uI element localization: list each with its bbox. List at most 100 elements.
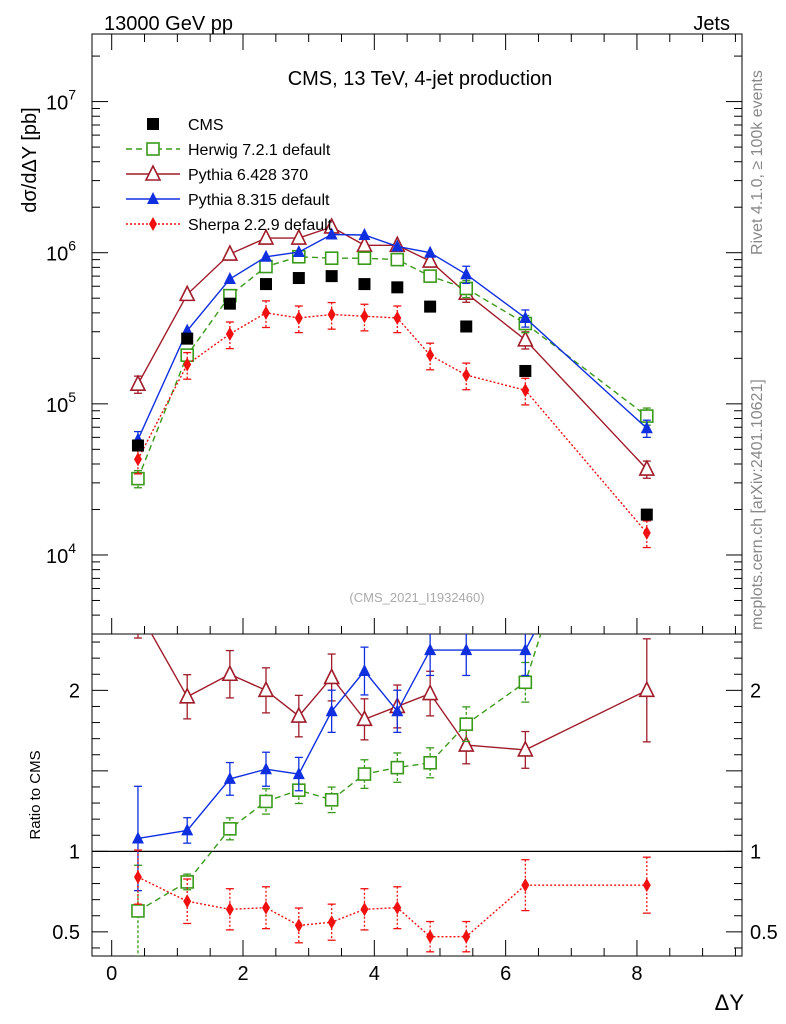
ratio-point-sherpa — [393, 900, 402, 915]
category-label: Jets — [693, 13, 730, 35]
ratio-y-tick-label-left: 2 — [69, 680, 80, 702]
data-point-pythia6 — [257, 228, 275, 245]
ratio-point-pythia8 — [325, 704, 338, 717]
data-point-sherpa — [521, 383, 530, 398]
ratio-point-sherpa — [225, 902, 234, 917]
ratio-point-pythia8 — [391, 704, 404, 717]
analysis-tag: (CMS_2021_I1932460) — [349, 590, 484, 605]
ratio-series-group — [131, 298, 656, 956]
data-point-cms — [292, 272, 305, 285]
data-point-sherpa — [642, 525, 651, 540]
ratio-point-pythia6 — [356, 709, 373, 727]
ratio-point-pythia6 — [457, 735, 475, 752]
data-point-cms — [424, 300, 437, 313]
ratio-point-herwig — [357, 767, 372, 781]
data-point-pythia8 — [460, 267, 473, 280]
legend-marker-sherpa — [149, 217, 157, 231]
legend-label-sherpa: Sherpa 2.2.9 default — [188, 217, 333, 234]
legend-label-cms: CMS — [188, 117, 224, 134]
data-point-sherpa — [294, 310, 303, 325]
ratio-panel: 0.5 0.5 1 1 2 2 0 2 4 6 8 Ratio to CMS ΔY — [27, 298, 778, 1015]
data-point-cms — [223, 297, 236, 310]
ratio-point-herwig — [223, 822, 237, 836]
ratio-point-herwig — [131, 904, 145, 918]
ratio-point-pythia6 — [638, 680, 656, 698]
ratio-point-herwig — [324, 793, 339, 807]
data-point-sherpa — [261, 305, 270, 320]
data-point-pythia8 — [325, 227, 338, 240]
ratio-series-pythia8 — [131, 634, 535, 892]
ratio-point-sherpa — [261, 900, 270, 915]
data-point-pythia8 — [292, 245, 305, 258]
data-point-cms — [391, 281, 404, 294]
x-tick-label: 8 — [631, 963, 642, 985]
data-point-pythia6 — [290, 228, 308, 245]
ratio-point-sherpa — [360, 902, 369, 917]
data-point-pythia8 — [223, 271, 236, 284]
ratio-point-pythia8 — [424, 643, 437, 656]
data-point-pythia8 — [640, 421, 653, 434]
ratio-y-label: Ratio to CMS — [27, 750, 44, 839]
ratio-point-pythia6 — [131, 602, 145, 616]
ratio-point-herwig — [423, 755, 437, 770]
ratio-point-sherpa — [642, 878, 651, 893]
data-point-sherpa — [327, 307, 336, 322]
data-point-pythia6 — [421, 251, 439, 268]
data-point-pythia6 — [638, 459, 656, 476]
ratio-point-pythia6 — [517, 740, 534, 757]
x-tick-label: 6 — [500, 963, 511, 985]
ratio-point-pythia8 — [358, 664, 371, 677]
data-point-herwig — [423, 269, 437, 283]
series-pythia8 — [131, 227, 653, 450]
legend-label-pythia8: Pythia 8.315 default — [188, 192, 330, 209]
series-cms — [131, 270, 653, 521]
main-y-label: dσ/dΔY [pb] — [19, 107, 41, 212]
legend-marker-cms — [147, 118, 159, 130]
ratio-line-sherpa — [137, 876, 647, 938]
data-point-cms — [640, 508, 653, 521]
ratio-point-sherpa — [133, 870, 142, 885]
series-line-sherpa — [137, 312, 648, 534]
ratio-point-herwig — [641, 298, 653, 310]
data-point-pythia8 — [259, 249, 272, 262]
ratio-line-pythia8 — [137, 634, 535, 840]
data-point-sherpa — [426, 348, 435, 363]
ratio-point-pythia8 — [460, 643, 473, 656]
data-point-sherpa — [225, 326, 234, 341]
ratio-point-sherpa — [426, 929, 435, 944]
ratio-point-pythia8 — [259, 762, 272, 775]
data-point-pythia6 — [517, 330, 534, 347]
legend: CMS Herwig 7.2.1 default Pythia 6.428 370 P… — [126, 117, 333, 234]
ratio-point-herwig — [390, 760, 405, 775]
data-point-sherpa — [393, 310, 402, 325]
ratio-point-pythia8 — [131, 831, 144, 844]
legend-label-herwig: Herwig 7.2.1 default — [188, 142, 331, 159]
main-y-tick-label: 107 — [46, 87, 76, 115]
ratio-point-sherpa — [183, 894, 192, 909]
series-line-herwig — [137, 256, 648, 479]
data-point-pythia6 — [129, 374, 147, 391]
ratio-y-tick-label-right: 0.5 — [750, 922, 778, 944]
ratio-y-tick-label-right: 2 — [750, 680, 761, 702]
data-point-pythia6 — [356, 235, 373, 253]
data-point-sherpa — [462, 368, 471, 383]
data-point-cms — [131, 439, 144, 452]
ratio-point-pythia6 — [421, 683, 439, 701]
data-point-cms — [460, 320, 473, 333]
x-tick-label: 0 — [106, 963, 117, 985]
ratio-point-pythia6 — [178, 687, 196, 704]
ratio-point-herwig — [459, 717, 474, 731]
x-tick-label: 4 — [369, 963, 380, 985]
series-sherpa — [133, 300, 651, 549]
data-point-pythia6 — [221, 244, 239, 261]
ratio-point-pythia6 — [221, 664, 239, 682]
ratio-series-pythia6 — [131, 602, 656, 769]
ratio-axis-ticks: 0.5 0.5 1 1 2 2 0 2 4 6 8 — [52, 641, 778, 985]
ratio-point-pythia8 — [519, 643, 532, 656]
main-y-tick-label: 105 — [46, 389, 76, 417]
data-point-pythia8 — [181, 323, 194, 336]
ratio-y-tick-label-left: 0.5 — [52, 922, 80, 944]
main-title: CMS, 13 TeV, 4-jet production — [288, 68, 553, 90]
ratio-point-pythia8 — [292, 767, 305, 780]
